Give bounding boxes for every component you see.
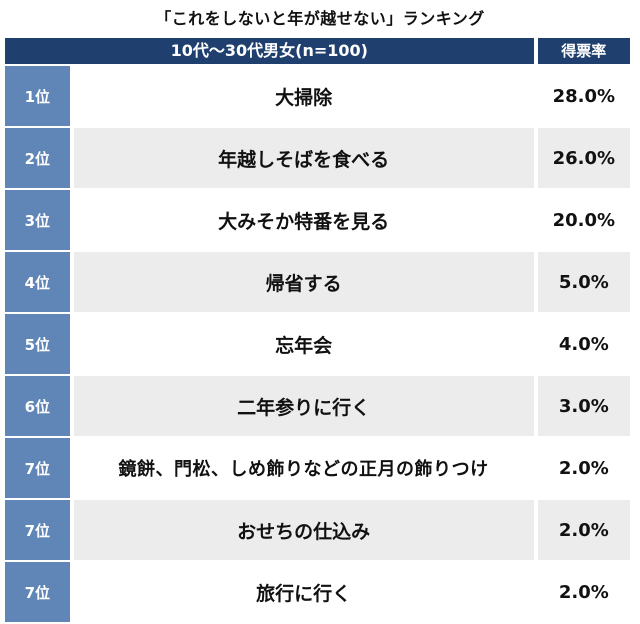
table-row: 3位 大みそか特番を見る 20.0% xyxy=(5,190,630,250)
rate-cell: 26.0% xyxy=(537,128,630,188)
item-cell: 年越しそばを食べる xyxy=(73,128,534,188)
rate-cell: 28.0% xyxy=(537,66,630,126)
table-row: 4位 帰省する 5.0% xyxy=(5,252,630,312)
rank-cell: 7位 xyxy=(5,438,70,498)
item-cell: 帰省する xyxy=(73,252,534,312)
rank-cell: 4位 xyxy=(5,252,70,312)
group-header: 10代〜30代男女(n=100) xyxy=(5,38,534,64)
page-title: 「これをしないと年が越せない」ランキング xyxy=(155,9,485,28)
table-row: 1位 大掃除 28.0% xyxy=(5,66,630,126)
item-cell: 大掃除 xyxy=(73,66,534,126)
rank-cell: 7位 xyxy=(5,562,70,622)
table-row: 7位 鏡餅、門松、しめ飾りなどの正月の飾りつけ 2.0% xyxy=(5,438,630,498)
table-row: 2位 年越しそばを食べる 26.0% xyxy=(5,128,630,188)
item-cell: 旅行に行く xyxy=(73,562,534,622)
item-cell: 忘年会 xyxy=(73,314,534,374)
rank-cell: 2位 xyxy=(5,128,70,188)
rate-cell: 2.0% xyxy=(537,562,630,622)
ranking-table: 10代〜30代男女(n=100) 得票率 1位 大掃除 28.0% 2位 年越し… xyxy=(5,38,630,624)
item-cell: おせちの仕込み xyxy=(73,500,534,560)
rank-cell: 5位 xyxy=(5,314,70,374)
rate-cell: 3.0% xyxy=(537,376,630,436)
rate-cell: 2.0% xyxy=(537,500,630,560)
table-row: 7位 おせちの仕込み 2.0% xyxy=(5,500,630,560)
rate-cell: 20.0% xyxy=(537,190,630,250)
rank-cell: 7位 xyxy=(5,500,70,560)
item-cell: 二年参りに行く xyxy=(73,376,534,436)
table-row: 7位 旅行に行く 2.0% xyxy=(5,562,630,622)
rate-cell: 2.0% xyxy=(537,438,630,498)
rank-cell: 6位 xyxy=(5,376,70,436)
rate-cell: 5.0% xyxy=(537,252,630,312)
table-header: 10代〜30代男女(n=100) 得票率 xyxy=(5,38,630,64)
rank-cell: 1位 xyxy=(5,66,70,126)
rank-cell: 3位 xyxy=(5,190,70,250)
item-cell: 大みそか特番を見る xyxy=(73,190,534,250)
table-row: 6位 二年参りに行く 3.0% xyxy=(5,376,630,436)
rate-cell: 4.0% xyxy=(537,314,630,374)
table-body: 1位 大掃除 28.0% 2位 年越しそばを食べる 26.0% 3位 大みそか特… xyxy=(5,66,630,622)
table-row: 5位 忘年会 4.0% xyxy=(5,314,630,374)
item-cell: 鏡餅、門松、しめ飾りなどの正月の飾りつけ xyxy=(73,438,534,498)
rate-header: 得票率 xyxy=(537,38,630,64)
